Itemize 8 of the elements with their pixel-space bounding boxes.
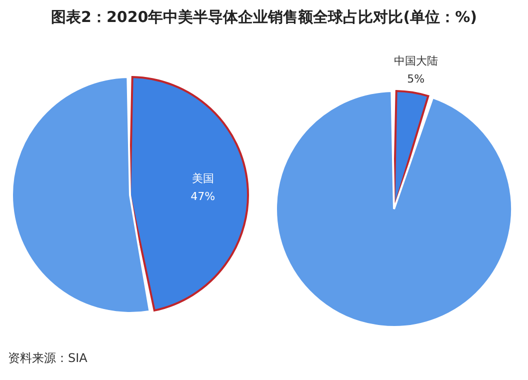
slice-label: 美国 [192,172,214,186]
data-label: 47% [190,190,216,204]
text: 资料来源：SIA [8,350,88,367]
pie-slice [11,76,151,314]
chart-title: 图表2：2020年中美半导体企业销售额全球占比对比(单位：%) [50,8,478,27]
pie-slice [129,76,249,312]
data-label: 5% [407,72,425,86]
slice-label: 中国大陆 [394,54,438,68]
